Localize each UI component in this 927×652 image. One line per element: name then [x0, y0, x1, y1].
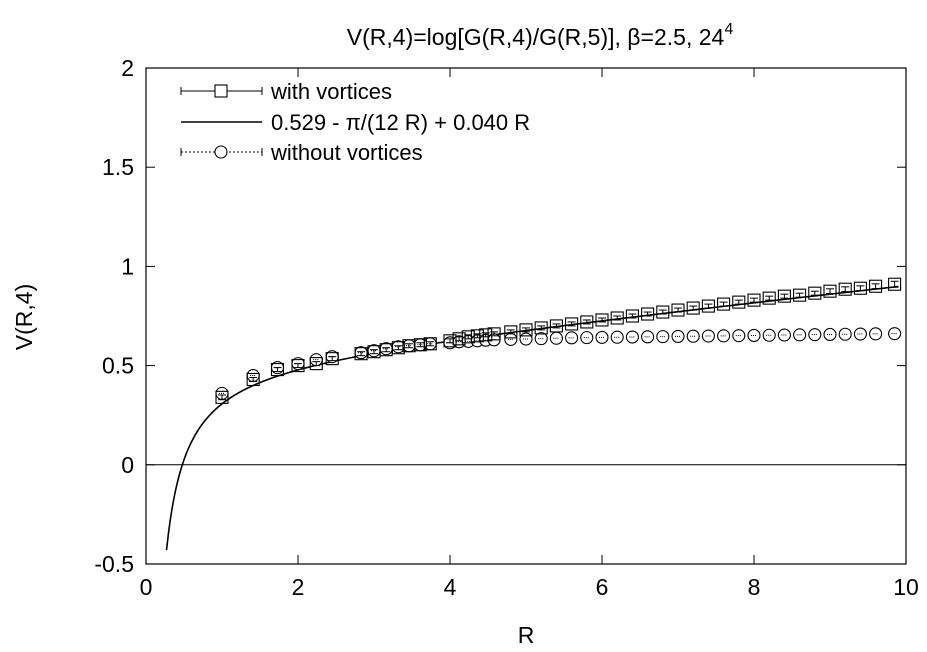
with-vortices-point [686, 301, 700, 315]
with-vortices-point [777, 289, 791, 303]
with-vortices-point [838, 282, 852, 296]
with-vortices-point [853, 281, 867, 295]
y-tick-label: 2 [121, 55, 134, 81]
with-vortices-point [747, 293, 761, 307]
with-vortices-point [671, 303, 685, 317]
with-vortices-point [402, 339, 416, 353]
with-vortices-point [519, 323, 533, 337]
legend-label: 0.529 - π/(12 R) + 0.040 R [271, 110, 530, 135]
x-tick-label: 2 [292, 574, 305, 600]
x-tick-label: 6 [596, 574, 609, 600]
with-vortices-point [888, 277, 902, 291]
with-vortices-point [354, 347, 368, 361]
chart-title-main: V(R,4)=log[G(R,4)/G(R,5)], β=2.5, 24 [347, 24, 725, 50]
with-vortices-point [762, 291, 776, 305]
with-vortices-point [732, 295, 746, 309]
y-tick-label: 1 [121, 253, 134, 279]
with-vortices-point [610, 311, 624, 325]
y-axis-label: V(R,4) [11, 284, 37, 350]
with-vortices-point [641, 307, 655, 321]
with-vortices-point [413, 338, 427, 352]
legend-label: with vortices [270, 79, 392, 104]
with-vortices-point [793, 288, 807, 302]
with-vortices-point [504, 325, 518, 339]
with-vortices-point [656, 305, 670, 319]
with-vortices-point [291, 359, 305, 373]
y-tick-label: -0.5 [94, 551, 134, 577]
with-vortices-point [595, 313, 609, 327]
plot-area: 0 2 4 6 8 10-0.500.511.52 [94, 55, 918, 600]
with-vortices-point [470, 329, 484, 343]
with-vortices-point [215, 390, 229, 404]
with-vortices-point [270, 363, 285, 377]
with-vortices-point [423, 337, 437, 351]
with-vortices-point [808, 286, 822, 300]
x-axis-label: R [518, 622, 535, 648]
with-vortices-point [534, 321, 548, 335]
with-vortices-point [309, 357, 323, 371]
with-vortices-point [461, 330, 475, 344]
with-vortices-point [549, 319, 563, 333]
with-vortices-point [565, 317, 579, 331]
with-vortices-point [823, 284, 837, 298]
plot-frame [145, 67, 907, 565]
chart-title: V(R,4)=log[G(R,4)/G(R,5)], β=2.5, 244 [347, 21, 734, 50]
y-tick-label: 0.5 [102, 353, 134, 379]
legend: with vortices 0.529 - π/(12 R) + 0.040 R w… [180, 79, 530, 165]
chart-title-superscript: 4 [724, 21, 733, 38]
with-vortices-point [717, 297, 731, 311]
legend-marker-with-vortices [214, 84, 228, 98]
with-vortices-point [625, 309, 639, 323]
x-tick-label: 8 [748, 574, 761, 600]
y-tick-label: 0 [121, 452, 134, 478]
with-vortices-point [580, 315, 594, 329]
x-tick-label: 4 [444, 574, 457, 600]
with-vortices-point [325, 352, 339, 366]
y-tick-label: 1.5 [102, 154, 134, 180]
legend-marker-without-vortices [214, 145, 228, 159]
with-vortices-point [246, 372, 260, 387]
with-vortices-point [391, 341, 405, 355]
with-vortices-point [479, 328, 493, 342]
with-vortices-point [487, 327, 501, 341]
legend-label: without vortices [270, 140, 423, 165]
x-tick-label: 10 [893, 574, 919, 600]
with-vortices-point [869, 279, 883, 293]
x-tick-label: 0 [140, 574, 153, 600]
with-vortices-point [701, 299, 715, 313]
